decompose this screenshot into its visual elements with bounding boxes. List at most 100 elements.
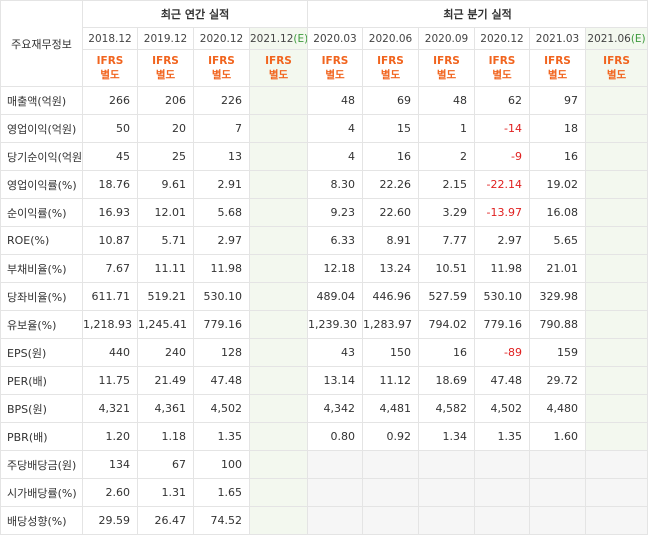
quarter-cell: 4 — [307, 114, 364, 143]
quarter-cell: 4,582 — [418, 394, 476, 423]
row-label: 유보율(%) — [0, 310, 83, 339]
quarter-cell: 1.34 — [418, 422, 476, 451]
ifrs-separate-label: 별도 — [155, 69, 176, 81]
period-annual-1: 2019.12 — [137, 27, 194, 50]
annual-cell: 1,218.93 — [82, 310, 138, 339]
quarter-cell — [362, 506, 420, 535]
quarter-cell: -22.14 — [474, 170, 531, 199]
annual-cell — [248, 198, 309, 227]
table-row: BPS(원) 4,321 4,361 4,502 4,342 4,481 4,582 4,50… — [0, 394, 648, 423]
annual-cell: 1.18 — [137, 422, 194, 451]
quarter-cell — [585, 310, 648, 339]
quarter-cell: 5.65 — [529, 226, 587, 255]
quarter-cell: -9 — [474, 142, 531, 171]
row-label: 주당배당금(원) — [0, 450, 83, 479]
annual-cell — [248, 170, 309, 199]
quarter-cell: 8.30 — [307, 170, 364, 199]
annual-cell — [248, 366, 309, 395]
annual-cell: 611.71 — [82, 282, 138, 311]
annual-cell: 519.21 — [137, 282, 194, 311]
annual-cell: 29.59 — [82, 506, 138, 535]
quarter-cell: 48 — [418, 86, 476, 115]
estimate-mark: (E) — [293, 32, 308, 45]
quarter-cell: 4,480 — [529, 394, 587, 423]
annual-cell: 11.98 — [193, 254, 250, 283]
quarter-cell: 329.98 — [529, 282, 587, 311]
quarter-cell: -13.97 — [474, 198, 531, 227]
ifrs-label: IFRS — [433, 55, 460, 67]
annual-cell: 128 — [193, 338, 250, 367]
quarter-cell — [529, 506, 587, 535]
quarter-cell: 22.60 — [362, 198, 420, 227]
quarter-cell: 18.69 — [418, 366, 476, 395]
quarter-cell: 2 — [418, 142, 476, 171]
period-annual-3: 2021.12(E) — [248, 27, 309, 50]
quarter-cell: 43 — [307, 338, 364, 367]
ifrs-badge: IFRS 별도 — [137, 49, 194, 87]
quarter-cell: 11.98 — [474, 254, 531, 283]
annual-cell — [248, 394, 309, 423]
quarter-cell: 11.12 — [362, 366, 420, 395]
quarter-cell — [529, 450, 587, 479]
annual-cell: 100 — [193, 450, 250, 479]
table-row: ROE(%) 10.87 5.71 2.97 6.33 8.91 7.77 2.97 5.65 — [0, 226, 648, 255]
annual-cell — [248, 310, 309, 339]
annual-cell: 45 — [82, 142, 138, 171]
period-quarter-2: 2020.09 — [418, 27, 476, 50]
quarter-cell — [362, 450, 420, 479]
annual-cell: 11.11 — [137, 254, 194, 283]
corner-label: 주요재무정보 — [0, 0, 83, 87]
period-annual-2: 2020.12 — [193, 27, 250, 50]
annual-cell: 11.75 — [82, 366, 138, 395]
annual-cell: 50 — [82, 114, 138, 143]
period-quarter-4: 2021.03 — [529, 27, 587, 50]
quarter-cell — [585, 366, 648, 395]
quarter-cell: 527.59 — [418, 282, 476, 311]
quarter-cell: 2.97 — [474, 226, 531, 255]
row-label: 부채비율(%) — [0, 254, 83, 283]
quarter-cell: 15 — [362, 114, 420, 143]
row-label: 당기순이익(억원) — [0, 142, 83, 171]
quarter-cell: 2.15 — [418, 170, 476, 199]
period-annual-0: 2018.12 — [82, 27, 138, 50]
quarter-cell: 6.33 — [307, 226, 364, 255]
quarter-cell: 530.10 — [474, 282, 531, 311]
ifrs-badge: IFRS 별도 — [248, 49, 309, 87]
estimate-mark: (E) — [630, 32, 646, 45]
quarter-cell — [585, 114, 648, 143]
quarter-cell: 4,342 — [307, 394, 364, 423]
ifrs-badge: IFRS 별도 — [193, 49, 250, 87]
table-row: 영업이익(억원) 50 20 7 4 15 1 -14 18 — [0, 114, 648, 143]
quarter-cell — [585, 478, 648, 507]
annual-cell: 240 — [137, 338, 194, 367]
row-label: PBR(배) — [0, 422, 83, 451]
quarter-cell: 8.91 — [362, 226, 420, 255]
annual-cell: 4,361 — [137, 394, 194, 423]
annual-cell: 5.71 — [137, 226, 194, 255]
ifrs-separate-label: 별도 — [492, 69, 512, 81]
annual-cell: 226 — [193, 86, 250, 115]
annual-cell — [248, 422, 309, 451]
quarter-cell — [585, 338, 648, 367]
annual-cell: 1,245.41 — [137, 310, 194, 339]
quarter-cell — [585, 394, 648, 423]
annual-cell: 7.67 — [82, 254, 138, 283]
ifrs-label: IFRS — [208, 55, 235, 67]
quarter-cell: 19.02 — [529, 170, 587, 199]
row-label: EPS(원) — [0, 338, 83, 367]
quarter-cell — [474, 478, 531, 507]
ifrs-separate-label: 별도 — [211, 69, 232, 81]
table-row: 시가배당률(%) 2.60 1.31 1.65 — [0, 478, 648, 507]
quarter-cell: 47.48 — [474, 366, 531, 395]
quarter-cell: 21.01 — [529, 254, 587, 283]
annual-cell: 1.65 — [193, 478, 250, 507]
quarter-cell: 1,283.97 — [362, 310, 420, 339]
ifrs-label: IFRS — [265, 55, 292, 67]
annual-cell: 7 — [193, 114, 250, 143]
period-quarter-5: 2021.06(E) — [585, 27, 648, 50]
quarter-cell: 16 — [529, 142, 587, 171]
quarter-cell: 62 — [474, 86, 531, 115]
quarter-cell: 12.18 — [307, 254, 364, 283]
table-row: PBR(배) 1.20 1.18 1.35 0.80 0.92 1.34 1.35 1.60 — [0, 422, 648, 451]
ifrs-separate-label: 별도 — [436, 69, 457, 81]
